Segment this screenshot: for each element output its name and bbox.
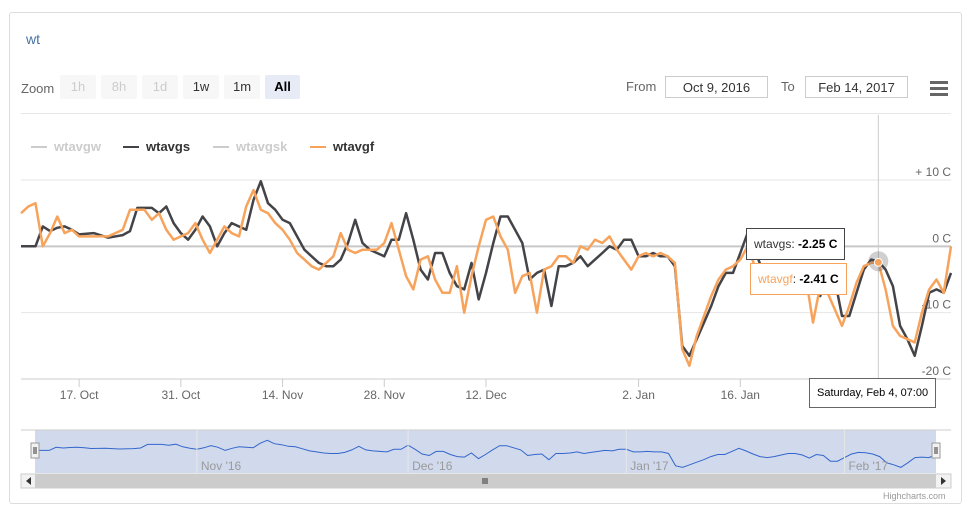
navigator-label: Jan '17 — [630, 459, 669, 473]
legend-item-wtavgsk[interactable]: wtavgsk — [213, 139, 287, 154]
from-date-input[interactable]: Oct 9, 2016 — [665, 76, 768, 98]
navigator-label: Dec '16 — [412, 459, 453, 473]
legend-symbol — [213, 145, 229, 148]
tooltip-date: Saturday, Feb 4, 07:00 — [809, 378, 937, 408]
tooltip-series-value: -2.41 C — [799, 272, 839, 286]
legend-label: wtavgf — [333, 139, 375, 154]
crosshair — [868, 115, 889, 379]
range-selector-divider — [21, 113, 951, 114]
x-tick-label: 12. Dec — [465, 388, 506, 402]
zoom-1m-button[interactable]: 1m — [224, 75, 260, 99]
x-tick-label: 16. Jan — [721, 388, 760, 402]
navigator-series — [35, 439, 937, 468]
to-date-input[interactable]: Feb 14, 2017 — [805, 76, 908, 98]
legend-symbol — [123, 145, 139, 148]
y-tick-label: 0 C — [932, 231, 951, 245]
legend-item-wtavgf[interactable]: wtavgf — [310, 139, 374, 154]
navigator-handle[interactable] — [30, 442, 40, 459]
navigator-label: Feb '17 — [848, 459, 888, 473]
legend-item-wtavgw[interactable]: wtavgw — [31, 139, 101, 154]
x-tick-label: 14. Nov — [262, 388, 303, 402]
from-label: From — [626, 79, 657, 94]
x-tick-label: 31. Oct — [162, 388, 201, 402]
legend-item-wtavgs[interactable]: wtavgs — [123, 139, 190, 154]
scrollbar-left-arrow-icon[interactable] — [26, 477, 31, 485]
credits-link[interactable]: Highcharts.com — [883, 491, 946, 501]
x-tick-label: 17. Oct — [60, 388, 99, 402]
legend-label: wtavgsk — [236, 139, 288, 154]
y-tick-label: -10 C — [922, 298, 952, 312]
legend-symbol — [31, 145, 47, 148]
chart-title: wt — [26, 31, 40, 47]
zoom-8h-button[interactable]: 8h — [101, 75, 137, 99]
zoom-1d-button[interactable]: 1d — [142, 75, 178, 99]
zoom-1h-button[interactable]: 1h — [60, 75, 96, 99]
y-tick-label: + 10 C — [915, 165, 951, 179]
legend-label: wtavgw — [54, 139, 101, 154]
y-axis: + 10 C 0 C -10 C -20 C — [915, 165, 951, 378]
zoom-1w-button[interactable]: 1w — [183, 75, 219, 99]
navigator-handle[interactable] — [931, 442, 941, 459]
navigator-mask — [35, 430, 936, 473]
tooltip-series-value: -2.25 C — [798, 237, 838, 251]
x-axis: 17. Oct 31. Oct 14. Nov 28. Nov 12. Dec 2. Ja… — [21, 378, 951, 402]
hamburger-menu-icon[interactable] — [928, 79, 950, 99]
navigator-label: Nov '16 — [201, 459, 242, 473]
to-label: To — [781, 79, 795, 94]
y-tick-label: -20 C — [922, 364, 952, 378]
zoom-all-button[interactable]: All — [265, 75, 300, 99]
tooltip-series-name: wtavgf — [758, 272, 793, 286]
legend-symbol — [310, 145, 326, 148]
tooltip-series-name: wtavgs — [754, 237, 792, 251]
navigator[interactable]: Nov '16 Dec '16 Jan '17 Feb '17 — [20, 429, 952, 489]
tooltip-wtavgf: wtavgf: -2.41 C — [750, 263, 847, 295]
x-tick-label: 2. Jan — [622, 388, 655, 402]
hover-marker-wtavgf — [873, 257, 883, 267]
x-tick-label: 28. Nov — [364, 388, 405, 402]
legend-label: wtavgs — [146, 139, 191, 154]
scrollbar-right-arrow-icon[interactable] — [941, 477, 946, 485]
zoom-label: Zoom — [21, 81, 55, 96]
tooltip-wtavgs: wtavgs: -2.25 C — [746, 228, 846, 260]
